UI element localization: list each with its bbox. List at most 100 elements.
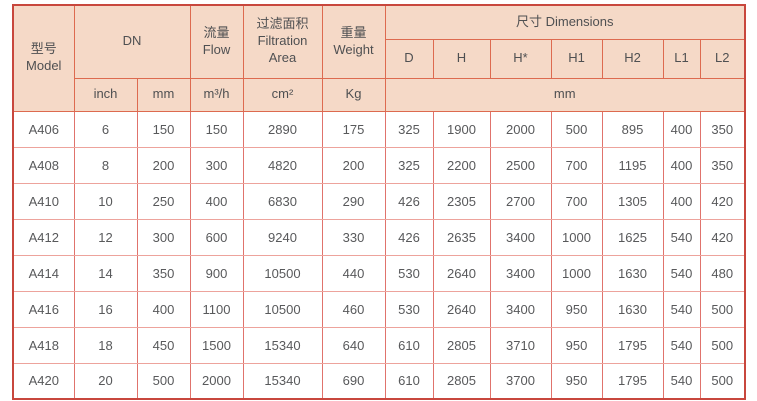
cell-dim-h1: 1000 bbox=[550, 254, 603, 292]
cell-model: A418 bbox=[12, 326, 75, 364]
header-dim-h1: H1 bbox=[550, 38, 603, 79]
unit-mm: mm bbox=[136, 77, 191, 112]
cell-dim-l2: 500 bbox=[699, 290, 746, 328]
cell-flow: 2000 bbox=[189, 362, 244, 400]
cell-model: A416 bbox=[12, 290, 75, 328]
cell-model: A412 bbox=[12, 218, 75, 256]
header-filtration-area: 过滤面积 Filtration Area bbox=[242, 4, 323, 79]
cell-dim-h1: 950 bbox=[550, 362, 603, 400]
cell-dim-hstar: 2700 bbox=[489, 182, 552, 220]
table-row-a420: A420 20 500 2000 15340 690 610 2805 3700… bbox=[12, 362, 746, 400]
cell-flow: 150 bbox=[189, 110, 244, 148]
cell-flow: 1500 bbox=[189, 326, 244, 364]
cell-area: 15340 bbox=[242, 326, 323, 364]
cell-dim-h1: 700 bbox=[550, 182, 603, 220]
cell-weight: 290 bbox=[321, 182, 386, 220]
cell-dim-h2: 1795 bbox=[601, 362, 664, 400]
cell-area: 9240 bbox=[242, 218, 323, 256]
cell-inch: 12 bbox=[73, 218, 138, 256]
cell-mm: 450 bbox=[136, 326, 191, 364]
cell-dim-hstar: 3700 bbox=[489, 362, 552, 400]
spec-table: 型号 Model DN 流量 Flow 过滤面积 Filtration Area… bbox=[12, 4, 746, 400]
cell-dim-l2: 350 bbox=[699, 146, 746, 184]
cell-flow: 900 bbox=[189, 254, 244, 292]
unit-area: cm² bbox=[242, 77, 323, 112]
cell-dim-h: 2640 bbox=[432, 254, 491, 292]
cell-flow: 600 bbox=[189, 218, 244, 256]
cell-dim-h2: 1305 bbox=[601, 182, 664, 220]
table-row-a414: A414 14 350 900 10500 440 530 2640 3400 … bbox=[12, 254, 746, 292]
cell-dim-h1: 500 bbox=[550, 110, 603, 148]
cell-dim-h2: 895 bbox=[601, 110, 664, 148]
cell-dim-l1: 400 bbox=[662, 110, 701, 148]
cell-weight: 330 bbox=[321, 218, 386, 256]
header-model-en: Model bbox=[26, 58, 62, 74]
table-row-a408: A408 8 200 300 4820 200 325 2200 2500 70… bbox=[12, 146, 746, 184]
cell-dim-l1: 400 bbox=[662, 182, 701, 220]
cell-dim-d: 325 bbox=[384, 110, 434, 148]
cell-dim-d: 426 bbox=[384, 182, 434, 220]
header-dim-h: H bbox=[432, 38, 491, 79]
cell-model: A414 bbox=[12, 254, 75, 292]
cell-mm: 350 bbox=[136, 254, 191, 292]
cell-mm: 300 bbox=[136, 218, 191, 256]
header-weight-zh: 重量 bbox=[340, 24, 367, 40]
cell-flow: 400 bbox=[189, 182, 244, 220]
cell-dim-h1: 1000 bbox=[550, 218, 603, 256]
cell-weight: 640 bbox=[321, 326, 386, 364]
cell-weight: 690 bbox=[321, 362, 386, 400]
cell-dim-l2: 500 bbox=[699, 362, 746, 400]
cell-dim-l2: 420 bbox=[699, 218, 746, 256]
table-row-a416: A416 16 400 1100 10500 460 530 2640 3400… bbox=[12, 290, 746, 328]
header-flow: 流量 Flow bbox=[189, 4, 244, 79]
cell-dim-h2: 1630 bbox=[601, 290, 664, 328]
cell-dim-h: 2640 bbox=[432, 290, 491, 328]
cell-area: 4820 bbox=[242, 146, 323, 184]
header-row-2: D H H* H1 H2 L1 L2 bbox=[13, 38, 746, 79]
cell-dim-hstar: 3400 bbox=[489, 218, 552, 256]
cell-dim-h2: 1195 bbox=[601, 146, 664, 184]
cell-dim-l1: 540 bbox=[662, 290, 701, 328]
header-flow-zh: 流量 bbox=[203, 24, 230, 40]
cell-dim-l1: 540 bbox=[662, 218, 701, 256]
cell-flow: 300 bbox=[189, 146, 244, 184]
cell-dim-d: 325 bbox=[384, 146, 434, 184]
cell-area: 10500 bbox=[242, 290, 323, 328]
cell-dim-d: 530 bbox=[384, 254, 434, 292]
table-row-a410: A410 10 250 400 6830 290 426 2305 2700 7… bbox=[12, 182, 746, 220]
cell-dim-h2: 1630 bbox=[601, 254, 664, 292]
cell-area: 2890 bbox=[242, 110, 323, 148]
cell-model: A408 bbox=[12, 146, 75, 184]
header-filtration-en1: Filtration bbox=[257, 33, 308, 49]
cell-dim-h: 2305 bbox=[432, 182, 491, 220]
cell-mm: 150 bbox=[136, 110, 191, 148]
cell-dim-l2: 480 bbox=[699, 254, 746, 292]
cell-mm: 500 bbox=[136, 362, 191, 400]
cell-mm: 400 bbox=[136, 290, 191, 328]
cell-dim-l1: 540 bbox=[662, 362, 701, 400]
cell-inch: 6 bbox=[73, 110, 138, 148]
header-dim-h2: H2 bbox=[601, 38, 664, 79]
cell-dim-h: 2805 bbox=[432, 326, 491, 364]
cell-dim-d: 610 bbox=[384, 326, 434, 364]
cell-inch: 18 bbox=[73, 326, 138, 364]
cell-dim-l1: 540 bbox=[662, 254, 701, 292]
cell-dim-h: 2805 bbox=[432, 362, 491, 400]
header-dim-l1: L1 bbox=[662, 38, 701, 79]
table-row-a412: A412 12 300 600 9240 330 426 2635 3400 1… bbox=[12, 218, 746, 256]
table-row-a418: A418 18 450 1500 15340 640 610 2805 3710… bbox=[12, 326, 746, 364]
cell-area: 15340 bbox=[242, 362, 323, 400]
cell-weight: 200 bbox=[321, 146, 386, 184]
cell-dim-h: 2635 bbox=[432, 218, 491, 256]
cell-dim-l2: 350 bbox=[699, 110, 746, 148]
cell-model: A410 bbox=[12, 182, 75, 220]
cell-dim-l2: 500 bbox=[699, 326, 746, 364]
cell-dim-hstar: 2500 bbox=[489, 146, 552, 184]
cell-model: A420 bbox=[12, 362, 75, 400]
cell-dim-l1: 540 bbox=[662, 326, 701, 364]
cell-dim-h2: 1625 bbox=[601, 218, 664, 256]
cell-dim-h1: 950 bbox=[550, 326, 603, 364]
cell-dim-h: 1900 bbox=[432, 110, 491, 148]
unit-inch: inch bbox=[73, 77, 138, 112]
